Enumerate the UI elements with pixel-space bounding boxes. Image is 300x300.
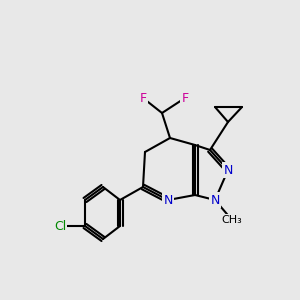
Text: CH₃: CH₃ xyxy=(222,215,242,225)
Text: Cl: Cl xyxy=(54,220,66,232)
Text: F: F xyxy=(182,92,189,104)
Text: N: N xyxy=(223,164,233,176)
Text: N: N xyxy=(163,194,173,206)
Text: F: F xyxy=(140,92,147,104)
Text: N: N xyxy=(210,194,220,206)
